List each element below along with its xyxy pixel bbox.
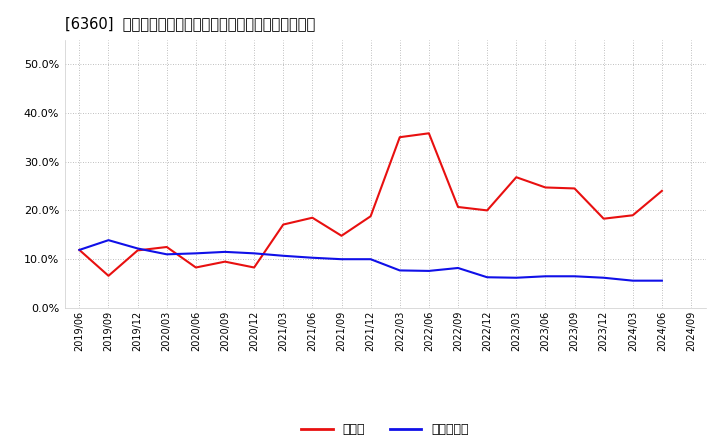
Legend: 現預金, 有利子負債: 現預金, 有利子負債	[297, 418, 474, 440]
Text: [6360]  現預金、有利子負債の総資産に対する比率の推移: [6360] 現預金、有利子負債の総資産に対する比率の推移	[65, 16, 315, 32]
